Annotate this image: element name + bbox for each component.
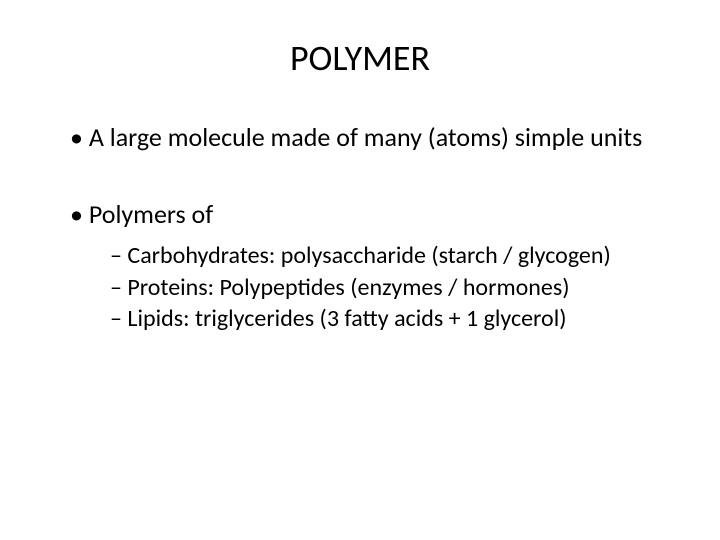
spacer xyxy=(50,163,670,199)
sub-bullet-item: Lipids: triglycerides (3 fatty acids + 1… xyxy=(110,303,670,334)
sub-bullet-item: Carbohydrates: polysaccharide (starch / … xyxy=(110,240,670,271)
sub-bullet-item: Proteins: Polypeptides (enzymes / hormon… xyxy=(110,272,670,303)
slide-title: POLYMER xyxy=(50,36,670,80)
bullet-item: Polymers of xyxy=(70,199,670,230)
bullet-item: A large molecule made of many (atoms) si… xyxy=(70,122,670,153)
slide: POLYMER A large molecule made of many (a… xyxy=(0,0,720,540)
